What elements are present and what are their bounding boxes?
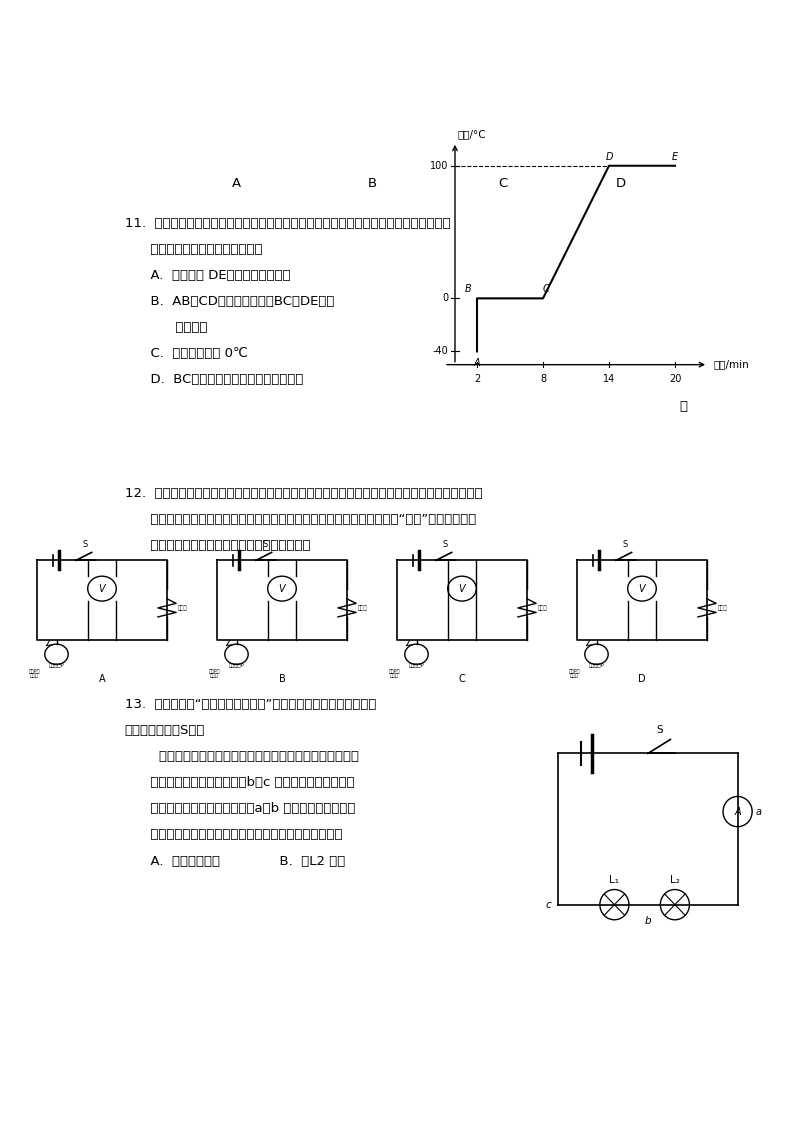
Text: B.  AB、CD段物质在吸热，BC、DE段物: B. AB、CD段物质在吸热，BC、DE段物 [125, 295, 334, 308]
Text: b: b [645, 916, 651, 926]
Text: 转方向: 转方向 [570, 674, 578, 678]
Text: 旋鈕触片P: 旋鈕触片P [49, 663, 64, 668]
Text: 没有吸热: 没有吸热 [150, 321, 207, 334]
Text: S: S [622, 540, 628, 549]
Text: L₂: L₂ [670, 875, 680, 885]
Text: 100: 100 [430, 161, 449, 171]
Text: 11.  小华同学对冰加热，她将冰熴化成水直到沸腾的过程，绘制成如图所示的温度随时间: 11. 小华同学对冰加热，她将冰熴化成水直到沸腾的过程，绘制成如图所示的温度随时… [125, 216, 450, 230]
Text: 变化的图象，下列分析正确的是: 变化的图象，下列分析正确的是 [125, 242, 262, 256]
Text: -40: -40 [433, 346, 449, 357]
Text: 电阔丝: 电阔丝 [358, 606, 367, 610]
Text: A: A [474, 358, 480, 368]
Text: 触片P旋: 触片P旋 [389, 669, 400, 674]
Text: A: A [734, 807, 741, 816]
Text: 数变大，在下图的电路图中符合设计要求的是: 数变大，在下图的电路图中符合设计要求的是 [125, 539, 310, 552]
Text: D: D [638, 675, 646, 684]
Text: 8: 8 [540, 374, 546, 384]
Text: 电阔丝: 电阔丝 [718, 606, 727, 610]
Text: C.  水的凝固点是 0℃: C. 水的凝固点是 0℃ [125, 348, 248, 360]
Text: 旋鈕触片P: 旋鈕触片P [229, 663, 244, 668]
Text: S: S [262, 540, 268, 549]
Text: A: A [232, 178, 241, 190]
Text: V: V [458, 584, 466, 593]
Text: 转方向: 转方向 [30, 674, 38, 678]
Text: c: c [546, 900, 552, 910]
Text: A.  电流表烧坏了              B.  灯L2 短路: A. 电流表烧坏了 B. 灯L2 短路 [125, 855, 345, 867]
Text: 变: 变 [680, 400, 688, 412]
Text: V: V [98, 584, 106, 593]
Text: 旋鈕触片P: 旋鈕触片P [409, 663, 424, 668]
Text: B: B [278, 675, 286, 684]
Text: 旋鈕触片P: 旋鈕触片P [589, 663, 604, 668]
Text: 时间/min: 时间/min [714, 360, 750, 370]
Text: 触片P旋: 触片P旋 [209, 669, 220, 674]
Text: 触片P旋: 触片P旋 [29, 669, 40, 674]
Text: 明显示数，而电流表示数几乎为零，则电路故障可能是: 明显示数，而电流表示数几乎为零，则电路故障可能是 [125, 829, 342, 841]
Text: 流表均无示数；将电压表接到a、b 两点，观察电压表有: 流表均无示数；将电压表接到a、b 两点，观察电压表有 [125, 803, 355, 815]
Text: D: D [606, 152, 613, 162]
Text: S: S [656, 724, 662, 735]
Text: 2: 2 [474, 374, 480, 384]
Text: 电阔丝: 电阔丝 [178, 606, 187, 610]
Text: E: E [672, 152, 678, 162]
Text: S: S [442, 540, 448, 549]
Text: 观察实验现象，两灯均不发光。为检测出电路故障，他做: 观察实验现象，两灯均不发光。为检测出电路故障，他做 [125, 749, 358, 763]
Text: 电路，闭合开关S后，: 电路，闭合开关S后， [125, 723, 205, 737]
Text: A.  图象中的 DE段是冰的熴化过程: A. 图象中的 DE段是冰的熴化过程 [125, 268, 290, 282]
Text: 触片P旋: 触片P旋 [569, 669, 580, 674]
Text: 电阔丝: 电阔丝 [538, 606, 547, 610]
Text: 20: 20 [669, 374, 681, 384]
Text: B: B [465, 284, 471, 294]
Text: 温度/°C: 温度/°C [457, 129, 486, 139]
Text: C: C [498, 178, 508, 190]
Text: S: S [82, 540, 88, 549]
Text: a: a [755, 807, 762, 816]
Text: V: V [638, 584, 646, 593]
Text: A: A [98, 675, 106, 684]
Text: 转方向: 转方向 [390, 674, 398, 678]
Text: C: C [458, 675, 466, 684]
Text: B: B [368, 178, 378, 190]
Text: D.  BC段物质的温度保持不变，内能不: D. BC段物质的温度保持不变，内能不 [125, 374, 303, 386]
Text: 触片，通过电热丝的电流增大，产热加快，温度升高，反映温度高低的“仪表”（电压表）示: 触片，通过电热丝的电流增大，产热加快，温度升高，反映温度高低的“仪表”（电压表）… [125, 513, 476, 526]
Text: V: V [278, 584, 286, 593]
Text: D: D [616, 178, 626, 190]
Text: 13.  小强在探究“串联电路电流规律”的实验中，按如图所示连接好: 13. 小强在探究“串联电路电流规律”的实验中，按如图所示连接好 [125, 697, 376, 711]
Text: 0: 0 [442, 293, 449, 303]
Text: L₁: L₁ [610, 875, 619, 885]
Text: 14: 14 [603, 374, 615, 384]
Text: C: C [543, 284, 550, 294]
Text: 了以下操作：将电压表接到b、c 两点，观察电压表、电: 了以下操作：将电压表接到b、c 两点，观察电压表、电 [125, 777, 354, 789]
Text: 12.  小明想设计一种能反映并可调节温度高低的电热毯电路，其原理是：顺时针转动旋鈕型变阔器: 12. 小明想设计一种能反映并可调节温度高低的电热毯电路，其原理是：顺时针转动旋… [125, 487, 482, 499]
Text: 转方向: 转方向 [210, 674, 218, 678]
